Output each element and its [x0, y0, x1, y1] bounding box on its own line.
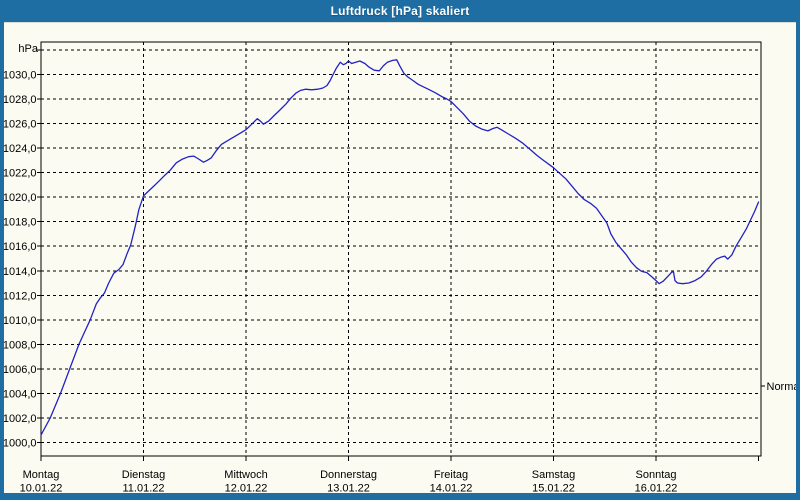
day-date-label: 10.01.22 — [20, 483, 63, 494]
y-tick-label: 1012,0 — [4, 290, 37, 302]
y-tick-label: 1024,0 — [4, 143, 37, 155]
y-tick-label: 1022,0 — [4, 168, 37, 180]
pressure-chart: 1000,0 1002,0 1004,0 1006,0 1008,0 1010,0 1012… — [4, 41, 796, 493]
day-name-label: Mittwoch — [224, 469, 267, 481]
day-date-label: 13.01.22 — [327, 483, 370, 494]
day-name-label: Montag — [23, 469, 60, 481]
day-name-label: Donnerstag — [320, 469, 377, 481]
y-tick-label: 1010,0 — [4, 315, 37, 327]
axis-labels: 1000,0 1002,0 1004,0 1006,0 1008,0 1010,0 1012… — [4, 43, 796, 493]
window-title: Luftdruck [hPa] skaliert — [330, 4, 470, 18]
day-name-label: Sonntag — [636, 469, 677, 481]
y-axis-unit-label: hPa — [18, 43, 38, 55]
y-tick-label: 1006,0 — [4, 364, 37, 376]
y-tick-label: 1014,0 — [4, 266, 37, 278]
plot-border — [40, 41, 762, 457]
y-tick-label: 1008,0 — [4, 339, 37, 351]
day-name-label: Dienstag — [122, 469, 165, 481]
pressure-curve — [40, 59, 760, 436]
axes — [37, 41, 765, 461]
y-tick-label: 1004,0 — [4, 388, 37, 400]
day-name-label: Samstag — [532, 469, 575, 481]
day-name-label: Freitag — [434, 469, 468, 481]
y-tick-label: 1018,0 — [4, 217, 37, 229]
chart-panel: 1000,0 1002,0 1004,0 1006,0 1008,0 1010,0 1012… — [4, 22, 796, 493]
y-tick-label: 1026,0 — [4, 119, 37, 131]
y-tick-label: 1016,0 — [4, 241, 37, 253]
day-date-label: 12.01.22 — [225, 483, 268, 494]
normal-marker-label: Normal — [767, 381, 797, 393]
day-date-label: 16.01.22 — [635, 483, 678, 494]
y-tick-label: 1002,0 — [4, 413, 37, 425]
y-tick-label: 1000,0 — [4, 438, 37, 450]
day-date-label: 11.01.22 — [122, 483, 164, 494]
y-tick-label: 1020,0 — [4, 192, 37, 204]
day-date-label: 15.01.22 — [532, 483, 575, 494]
title-bar: Luftdruck [hPa] skaliert — [0, 0, 800, 22]
y-tick-label: 1028,0 — [4, 94, 37, 106]
gridlines — [41, 42, 761, 456]
day-date-label: 14.01.22 — [430, 483, 473, 494]
y-tick-label: 1030,0 — [4, 70, 37, 82]
